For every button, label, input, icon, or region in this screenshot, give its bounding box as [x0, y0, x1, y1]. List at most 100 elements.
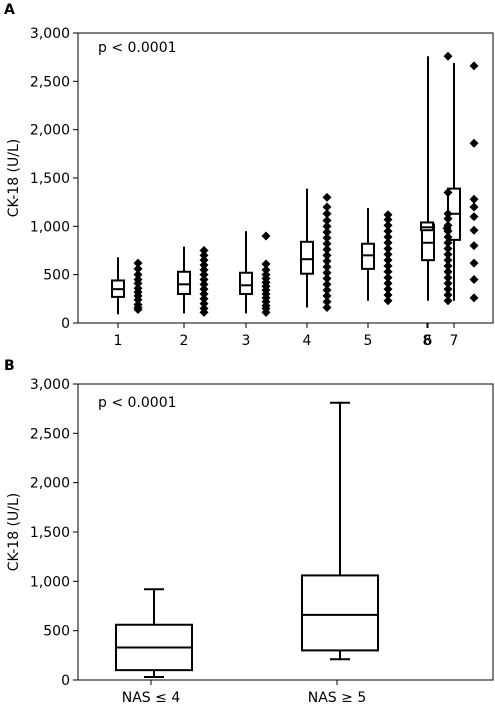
- data-point: [261, 231, 271, 241]
- data-point: [133, 264, 143, 274]
- data-point: [443, 255, 453, 265]
- box-iqr: [301, 574, 379, 652]
- box-6: [421, 56, 435, 301]
- y-axis-label: CK-18 (U/L): [6, 139, 22, 218]
- data-point: [383, 273, 393, 283]
- box-4: [300, 188, 314, 308]
- y-tick-label: 0: [61, 673, 70, 689]
- data-point: [133, 283, 143, 293]
- data-point: [383, 210, 393, 220]
- data-point: [383, 278, 393, 288]
- x-tick-label: 8: [423, 333, 432, 349]
- data-point: [261, 259, 271, 269]
- box-8: [420, 221, 434, 232]
- panel-letter-a: A: [4, 2, 15, 18]
- data-point: [443, 278, 453, 288]
- x-tick-label: 1: [114, 333, 123, 349]
- data-point: [383, 290, 393, 300]
- data-point: [383, 244, 393, 254]
- x-tick-label: NAS ≤ 4: [122, 690, 181, 706]
- data-point: [443, 273, 453, 283]
- data-point: [383, 255, 393, 265]
- y-tick-label: 500: [43, 624, 70, 640]
- data-point: [443, 214, 453, 224]
- box-NAS ≥ 5: [301, 401, 379, 661]
- data-point: [322, 245, 332, 255]
- data-point: [383, 296, 393, 306]
- data-point: [322, 209, 332, 219]
- x-tick-label: NAS ≥ 5: [308, 690, 366, 706]
- box-NAS ≤ 4: [115, 588, 193, 679]
- data-point: [469, 275, 479, 284]
- data-point: [261, 270, 271, 280]
- y-tick-label: 3,000: [30, 26, 70, 42]
- data-point: [322, 291, 332, 301]
- data-point: [322, 268, 332, 278]
- x-tick-label: 5: [364, 333, 373, 349]
- data-point: [322, 279, 332, 289]
- chart-a: 0 500 1,000 1,500 2,000 2,500 3,000 CK-18 (U/L)…: [6, 26, 494, 349]
- y-tick-label: 1,000: [30, 219, 70, 235]
- box-iqr: [239, 271, 253, 296]
- data-point: [322, 262, 332, 272]
- y-tick-label: 2,000: [30, 476, 70, 492]
- data-point: [322, 233, 332, 243]
- box-5: [361, 207, 375, 301]
- data-point: [199, 304, 209, 313]
- y-tick-label: 1,500: [30, 171, 70, 187]
- data-point: [383, 249, 393, 259]
- data-point: [383, 220, 393, 230]
- data-point: [443, 296, 453, 306]
- data-point: [469, 138, 479, 148]
- data-point: [469, 194, 479, 204]
- y-tick-label: 2,000: [30, 123, 70, 139]
- box-iqr: [300, 240, 314, 275]
- x-tick-label: 2: [180, 333, 189, 349]
- data-point: [442, 223, 452, 233]
- data-point: [322, 297, 332, 307]
- x-tick-label: 6: [424, 333, 433, 349]
- data-point: [322, 303, 332, 313]
- data-point: [383, 284, 393, 294]
- p-value-annotation: p < 0.0001: [98, 395, 177, 411]
- x-tick-label: 7: [450, 333, 459, 349]
- data-point: [469, 225, 479, 235]
- box-iqr: [177, 270, 191, 295]
- y-tick-label: 500: [43, 268, 70, 284]
- data-point: [322, 239, 332, 249]
- data-point: [383, 267, 393, 277]
- data-point: [469, 61, 479, 71]
- box-1: [111, 257, 125, 315]
- y-tick-label: 0: [61, 316, 70, 332]
- data-point: [383, 226, 393, 236]
- data-point: [261, 265, 271, 275]
- data-point: [322, 256, 332, 266]
- data-point: [443, 249, 453, 259]
- data-point: [199, 255, 209, 265]
- data-point: [322, 274, 332, 284]
- data-point: [383, 232, 393, 242]
- box-3: [239, 231, 253, 314]
- data-point: [443, 267, 453, 277]
- data-point: [199, 289, 209, 299]
- y-axis-label: CK-18 (U/L): [6, 493, 22, 572]
- data-point: [322, 285, 332, 295]
- panel-b: B 0 500 1,000 1,500 2,000 2,500 3,000 CK-18 (U/…: [0, 356, 495, 707]
- panel-a: A 0 500 1,000 1,500 2,000 2,500 3,000 CK-18 (U/…: [0, 0, 495, 350]
- x-tick-label: 3: [242, 333, 251, 349]
- box-7: [447, 62, 461, 301]
- data-point: [322, 221, 332, 231]
- data-point: [199, 265, 209, 275]
- data-point: [199, 284, 209, 294]
- data-point: [199, 299, 209, 309]
- y-tick-label: 3,000: [30, 377, 70, 393]
- data-point: [443, 188, 453, 197]
- y-tick-label: 2,500: [30, 74, 70, 90]
- panel-letter-b: B: [4, 358, 15, 374]
- data-point: [443, 284, 453, 294]
- data-point: [443, 244, 453, 254]
- data-point: [322, 227, 332, 237]
- x-tick-label: 4: [303, 333, 312, 349]
- y-tick-label: 2,500: [30, 426, 70, 442]
- data-point: [199, 260, 209, 270]
